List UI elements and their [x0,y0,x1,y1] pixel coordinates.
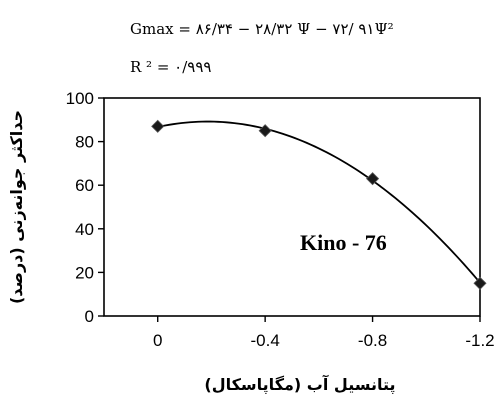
equation-label: Gmax = ۸۶/۳۴ − ۲۸/۳۲ Ψ − ۷۲/ ۹۱Ψ² [130,20,394,38]
data-point [473,276,487,290]
y-axis-ticks: 0 20 40 60 80 100 [66,89,104,326]
x-tick-label: -0.4 [250,331,279,350]
x-axis-ticks: 0 -0.4 -0.8 -1.2 [153,316,495,350]
data-point [366,172,380,186]
plot-area-frame [103,97,481,317]
y-axis-title: حداکثر جوانه‌زنی (درصد) [7,110,26,304]
y-tick-label: 20 [75,263,94,282]
x-axis-title: پتانسیل آب (مگاپاسکال) [204,374,395,395]
x-tick-label: 0 [153,331,162,350]
y-tick-label: 80 [75,133,94,152]
x-tick-label: -1.2 [465,331,494,350]
data-point [151,119,165,133]
x-tick-label: -0.8 [358,331,387,350]
r-squared-label: R ² = ۰/۹۹۹ [130,58,211,76]
y-tick-label: 100 [66,89,94,108]
series-label: Kino - 76 [300,230,387,255]
y-tick-label: 40 [75,220,94,239]
data-point [258,124,272,138]
trendline [157,120,481,284]
data-points [151,119,487,290]
y-tick-label: 60 [75,176,94,195]
y-tick-label: 0 [85,307,94,326]
